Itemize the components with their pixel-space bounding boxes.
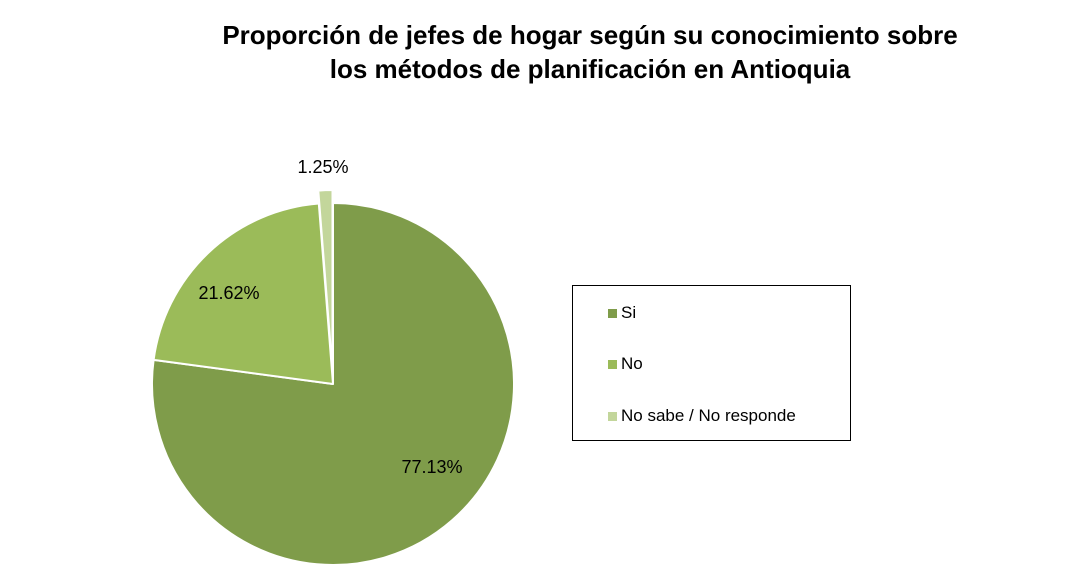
legend-swatch-no — [608, 359, 617, 369]
legend-label-si: Si — [621, 303, 637, 322]
legend-swatch-si — [608, 308, 617, 318]
legend-item-si: Si — [608, 303, 636, 323]
data-label-si: 77.13% — [401, 457, 462, 477]
chart-legend: Si No No sabe / No responde — [572, 285, 851, 441]
legend-swatch-no-sabe — [608, 411, 617, 421]
legend-item-no-sabe: No sabe / No responde — [608, 406, 796, 426]
chart-title-line-2: los métodos de planificación en Antioqui… — [329, 54, 851, 84]
legend-label-no-sabe: No sabe / No responde — [621, 406, 796, 425]
pie-slice-no — [152, 202, 334, 385]
data-label-no-sabe-no-responde: 1.25% — [297, 157, 348, 177]
chart-title-line-1: Proporción de jefes de hogar según su co… — [222, 20, 958, 50]
pie-slice-si — [151, 202, 515, 566]
data-label-no: 21.62% — [198, 283, 259, 303]
chart-title: Proporción de jefes de hogar según su co… — [130, 18, 1050, 86]
pie-slice-no-sabe-no-responde — [317, 189, 334, 373]
legend-item-no: No — [608, 354, 643, 374]
legend-label-no: No — [621, 354, 643, 373]
